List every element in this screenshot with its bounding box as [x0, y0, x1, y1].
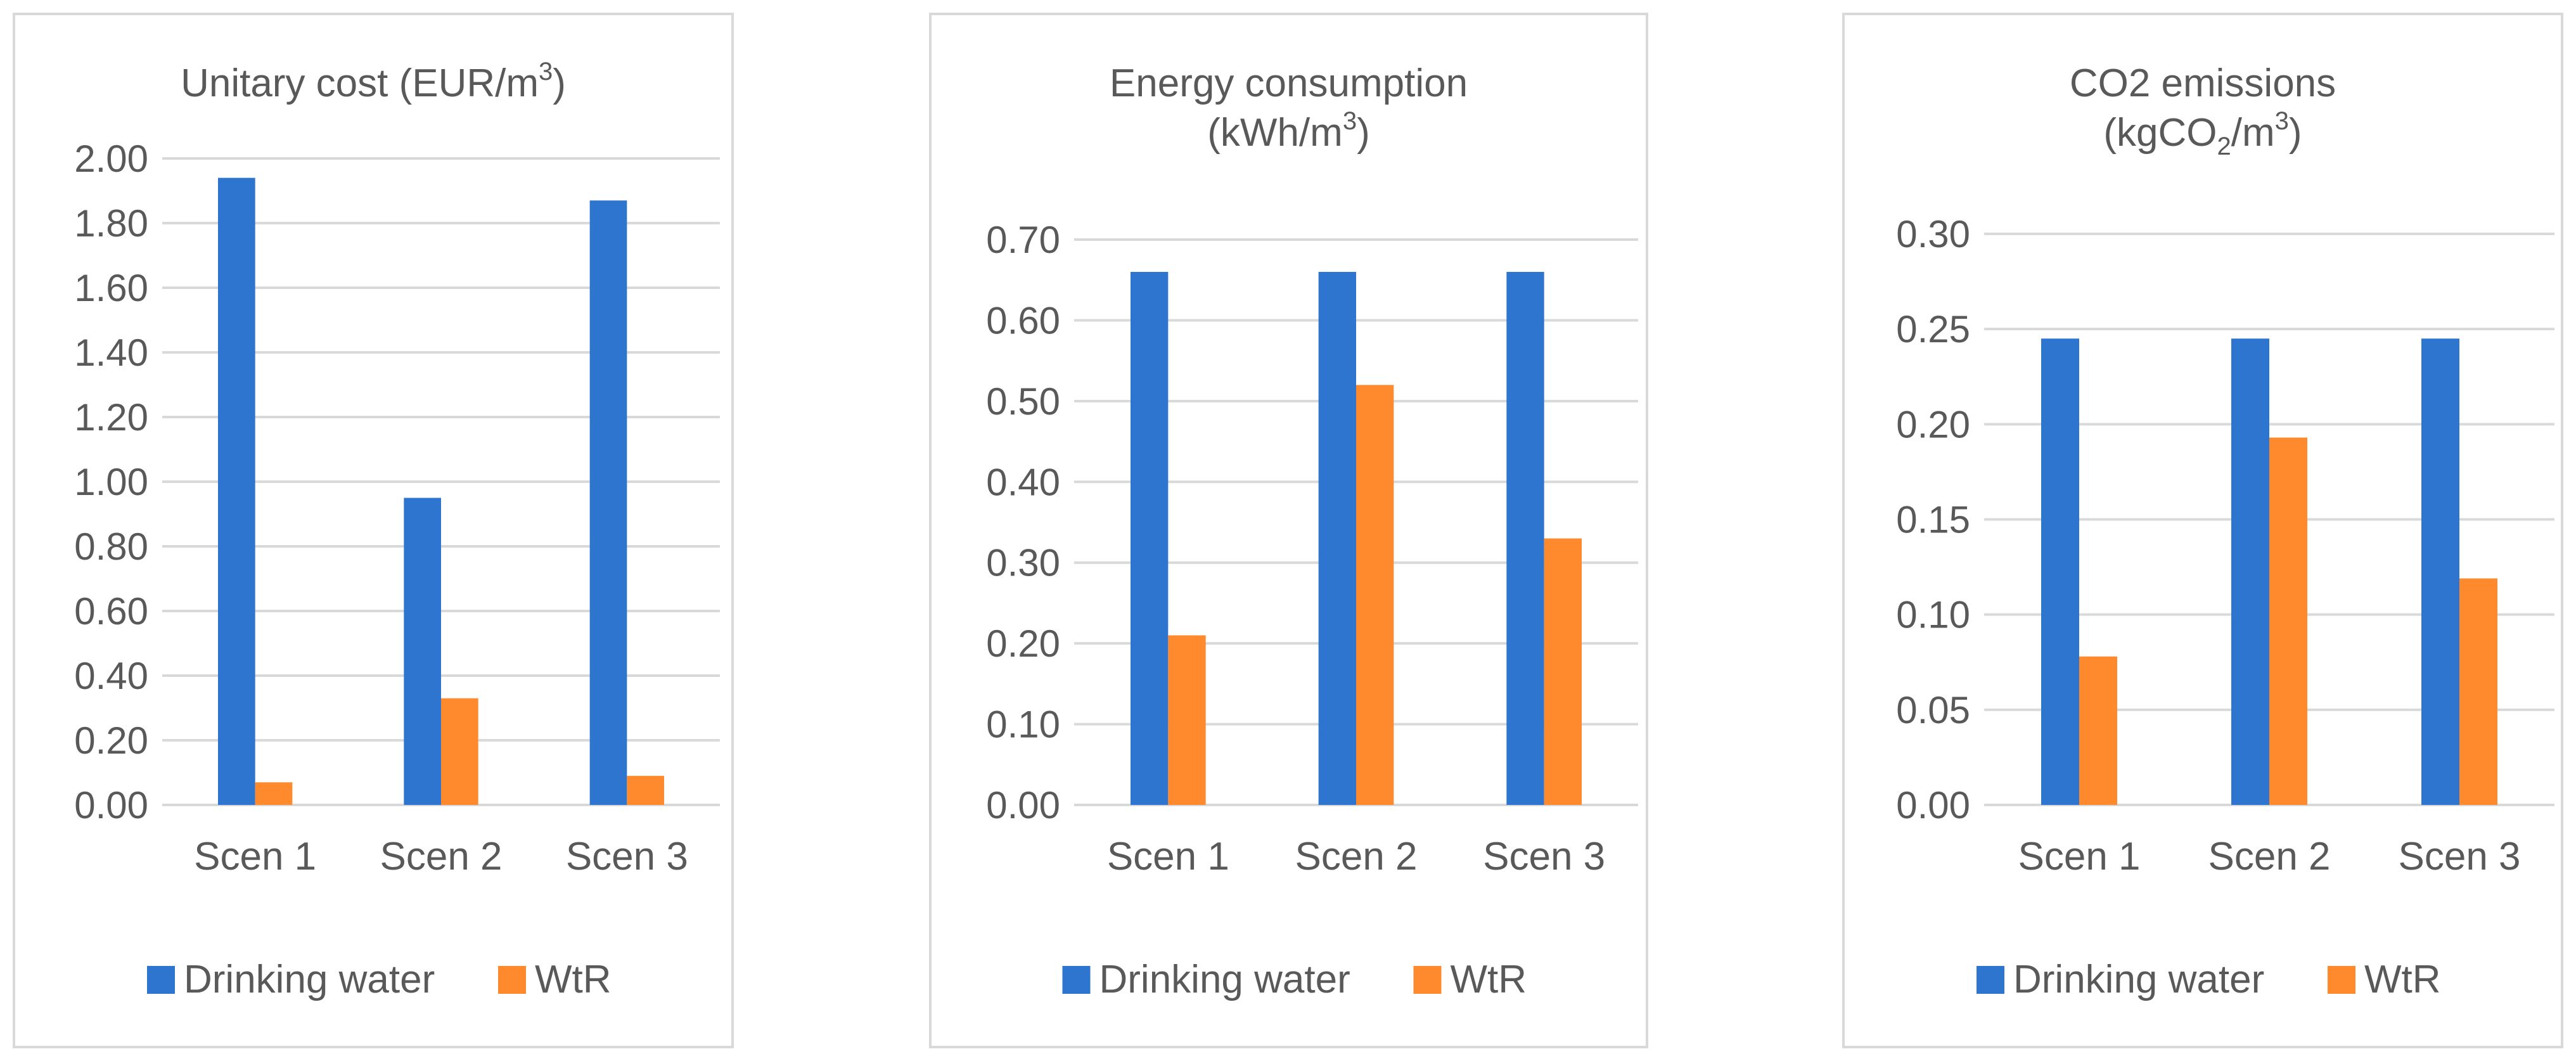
chart-title-line-1: CO2 emissions — [2070, 61, 2336, 105]
bar-wtr-scen-3 — [2459, 578, 2497, 805]
y-tick-label: 0.05 — [1896, 689, 1970, 731]
x-category-label: Scen 1 — [2018, 835, 2140, 878]
bar-wtr-scen-1 — [2079, 656, 2117, 805]
chart-panel-co2-emissions: CO2 emissions (kgCO2/m3) 0.00 0.05 0.10 0.15 0… — [1842, 13, 2563, 1048]
y-tick-label: 0.00 — [74, 784, 148, 826]
bar-wtr-scen-3 — [627, 776, 664, 805]
y-tick-label: 0.70 — [986, 219, 1060, 261]
chart-panel-unitary-cost: Unitary cost (EUR/m3) 0.00 0.20 0.40 0.60 0.8… — [13, 13, 734, 1048]
y-tick-label: 0.40 — [74, 655, 148, 697]
bar-wtr-scen-2 — [441, 698, 478, 805]
y-tick-label: 0.20 — [1896, 403, 1970, 446]
bar-drinking-water-scen-1 — [1131, 271, 1169, 805]
bar-drinking-water-scen-2 — [1318, 271, 1356, 805]
y-tick-label: 0.30 — [1896, 213, 1970, 255]
y-tick-label: 1.80 — [74, 202, 148, 245]
chart-title-line-1: Unitary cost (EUR/m3) — [181, 58, 566, 105]
legend-swatch-wtr — [1413, 966, 1442, 994]
chart-unitary-cost: Unitary cost (EUR/m3) 0.00 0.20 0.40 0.60 0.8… — [74, 58, 720, 1001]
bar-wtr-scen-3 — [1544, 538, 1582, 805]
y-tick-label: 0.40 — [986, 461, 1060, 503]
x-category-label: Scen 3 — [566, 835, 688, 878]
x-category-label: Scen 2 — [1295, 835, 1417, 878]
bar-wtr-scen-2 — [1356, 385, 1394, 805]
y-tick-label: 0.20 — [986, 622, 1060, 665]
y-tick-label: 0.10 — [986, 704, 1060, 746]
bar-drinking-water-scen-3 — [1506, 271, 1544, 805]
y-tick-label: 0.10 — [1896, 594, 1970, 636]
chart-panel-energy-consumption: Energy consumption (kWh/m3) 0.00 0.10 0.20 0.… — [929, 13, 1648, 1048]
chart-title-line-2: (kgCO2/m3) — [2103, 107, 2302, 160]
y-tick-label: 0.80 — [74, 525, 148, 568]
bar-drinking-water-scen-1 — [218, 177, 255, 806]
y-tick-label: 0.15 — [1896, 499, 1970, 541]
legend-label-wtr: WtR — [535, 958, 612, 1001]
y-tick-label: 0.60 — [986, 299, 1060, 342]
x-category-label: Scen 3 — [2398, 835, 2520, 878]
chart-co2-emissions: CO2 emissions(kgCO2/m3) 0.00 0.05 0.10 0.15 0… — [1896, 61, 2554, 1001]
legend-label-wtr: WtR — [1451, 958, 1527, 1001]
chart-energy-consumption: Energy consumption(kWh/m3) 0.00 0.10 0.20 0.… — [986, 61, 1638, 1001]
bar-wtr-scen-1 — [255, 782, 293, 805]
y-tick-label: 0.60 — [74, 590, 148, 633]
bar-wtr-scen-1 — [1168, 635, 1206, 805]
chart-title-line-1: Energy consumption — [1110, 61, 1468, 105]
x-category-label: Scen 2 — [2208, 835, 2330, 878]
bar-drinking-water-scen-3 — [589, 200, 627, 805]
bar-drinking-water-scen-2 — [2231, 338, 2269, 805]
y-tick-label: 0.20 — [74, 719, 148, 762]
legend-label-drinking-water: Drinking water — [2013, 958, 2264, 1001]
bar-drinking-water-scen-3 — [2421, 338, 2459, 805]
x-category-label: Scen 1 — [194, 835, 316, 878]
y-tick-label: 2.00 — [74, 138, 148, 180]
legend-swatch-drinking-water — [147, 966, 175, 994]
legend-swatch-wtr — [498, 966, 526, 994]
bar-drinking-water-scen-2 — [404, 498, 441, 805]
x-category-label: Scen 3 — [1483, 835, 1605, 878]
legend-swatch-drinking-water — [1977, 966, 2004, 994]
y-tick-label: 0.00 — [1896, 784, 1970, 826]
bar-wtr-scen-2 — [2269, 437, 2307, 805]
x-category-label: Scen 2 — [380, 835, 502, 878]
legend-label-drinking-water: Drinking water — [184, 958, 435, 1001]
y-tick-label: 1.40 — [74, 331, 148, 374]
chart-title-line-2: (kWh/m3) — [1207, 107, 1369, 155]
legend-label-wtr: WtR — [2364, 958, 2441, 1001]
bar-drinking-water-scen-1 — [2041, 338, 2079, 805]
y-tick-label: 0.30 — [986, 542, 1060, 584]
y-tick-label: 1.60 — [74, 267, 148, 309]
y-tick-label: 0.00 — [986, 784, 1060, 826]
y-tick-label: 0.25 — [1896, 308, 1970, 350]
x-category-label: Scen 1 — [1107, 835, 1229, 878]
y-tick-label: 1.20 — [74, 396, 148, 439]
legend-label-drinking-water: Drinking water — [1099, 958, 1350, 1001]
y-tick-label: 1.00 — [74, 461, 148, 503]
legend-swatch-wtr — [2328, 966, 2355, 994]
y-tick-label: 0.50 — [986, 380, 1060, 423]
legend-swatch-drinking-water — [1062, 966, 1091, 994]
